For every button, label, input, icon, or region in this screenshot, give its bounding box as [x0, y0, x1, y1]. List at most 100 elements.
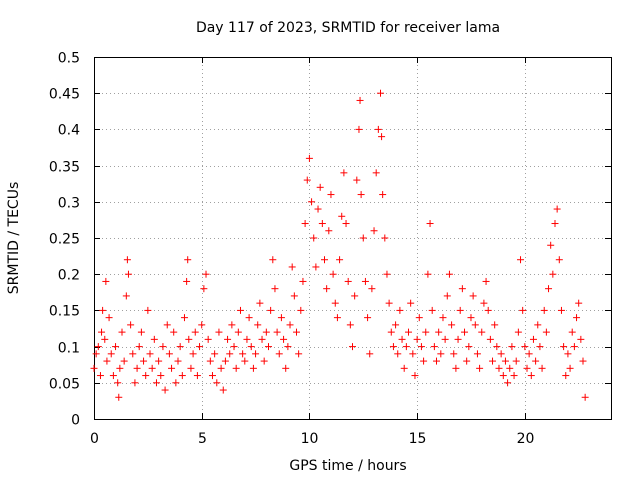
- data-point: [346, 321, 354, 329]
- data-point: [392, 321, 400, 329]
- data-point: [359, 234, 367, 242]
- data-point: [349, 343, 356, 351]
- data-point: [213, 379, 221, 387]
- data-point: [254, 321, 262, 329]
- data-point: [98, 328, 106, 336]
- data-point: [379, 191, 387, 199]
- data-point: [467, 314, 475, 322]
- data-point: [476, 364, 484, 372]
- x-tick-label: 0: [90, 431, 99, 447]
- data-point: [329, 270, 337, 278]
- data-point: [217, 364, 225, 372]
- data-point: [310, 234, 318, 242]
- data-point: [340, 169, 348, 177]
- data-point: [529, 335, 537, 343]
- data-point: [411, 372, 419, 380]
- data-point: [133, 364, 141, 372]
- data-point: [499, 372, 507, 380]
- data-point: [424, 270, 432, 278]
- data-point: [228, 321, 236, 329]
- data-point: [486, 335, 494, 343]
- data-point: [557, 306, 565, 314]
- data-point: [129, 350, 137, 358]
- chart-title: Day 117 of 2023, SRMTID for receiver lam…: [196, 20, 500, 36]
- data-point: [290, 292, 298, 300]
- data-point: [389, 343, 397, 351]
- data-point: [252, 350, 260, 358]
- x-tick-label: 5: [198, 431, 207, 447]
- data-point: [456, 306, 464, 314]
- data-point: [174, 357, 182, 365]
- data-point: [191, 328, 199, 336]
- data-point: [184, 256, 192, 264]
- data-point: [333, 314, 341, 322]
- data-point: [112, 343, 120, 351]
- data-point: [420, 357, 428, 365]
- data-point: [118, 328, 126, 336]
- data-point: [230, 343, 238, 351]
- data-point: [308, 198, 316, 206]
- data-point: [435, 328, 443, 336]
- data-point: [271, 285, 279, 293]
- data-point: [301, 220, 309, 228]
- data-point: [564, 350, 572, 358]
- data-point: [355, 125, 363, 133]
- data-point: [512, 357, 520, 365]
- data-point: [189, 350, 197, 358]
- data-point: [277, 314, 285, 322]
- data-point: [273, 328, 281, 336]
- data-point: [159, 343, 167, 351]
- data-point: [187, 364, 195, 372]
- data-point: [370, 227, 378, 235]
- plot-frame: [94, 57, 612, 420]
- data-point: [120, 357, 128, 365]
- data-point: [94, 343, 102, 351]
- data-point: [168, 364, 176, 372]
- data-point: [180, 314, 188, 322]
- data-point: [378, 133, 386, 141]
- y-tick-label: 0.35: [49, 160, 80, 176]
- data-point: [131, 379, 139, 387]
- data-point: [445, 270, 453, 278]
- data-point: [152, 379, 160, 387]
- data-point: [555, 256, 563, 264]
- data-point: [560, 343, 568, 351]
- data-point: [236, 306, 244, 314]
- data-point: [450, 350, 458, 358]
- data-point: [185, 335, 193, 343]
- data-point: [452, 364, 460, 372]
- data-point: [107, 350, 115, 358]
- data-point: [200, 285, 208, 293]
- data-point: [508, 343, 516, 351]
- data-point: [148, 364, 156, 372]
- data-point: [570, 343, 578, 351]
- y-tick-label: 0.2: [58, 268, 80, 284]
- data-point: [170, 328, 178, 336]
- data-point: [124, 270, 132, 278]
- data-point: [202, 270, 210, 278]
- y-tick-label: 0.25: [49, 232, 80, 248]
- data-point: [361, 277, 369, 285]
- data-point: [105, 314, 113, 322]
- data-point: [286, 321, 294, 329]
- data-point: [295, 350, 303, 358]
- data-point: [426, 220, 434, 228]
- y-tick-label: 0.1: [58, 341, 80, 357]
- data-point: [385, 299, 393, 307]
- data-point: [383, 270, 391, 278]
- data-point: [146, 350, 154, 358]
- data-point: [575, 299, 583, 307]
- data-point: [318, 220, 326, 228]
- data-point: [396, 306, 404, 314]
- data-point: [256, 299, 264, 307]
- data-point: [299, 277, 307, 285]
- data-point: [478, 328, 486, 336]
- data-point: [484, 306, 492, 314]
- data-point: [127, 321, 135, 329]
- x-axis-label: GPS time / hours: [289, 458, 406, 474]
- data-point: [193, 372, 201, 380]
- data-point: [465, 343, 473, 351]
- data-point: [196, 343, 204, 351]
- data-point: [525, 350, 533, 358]
